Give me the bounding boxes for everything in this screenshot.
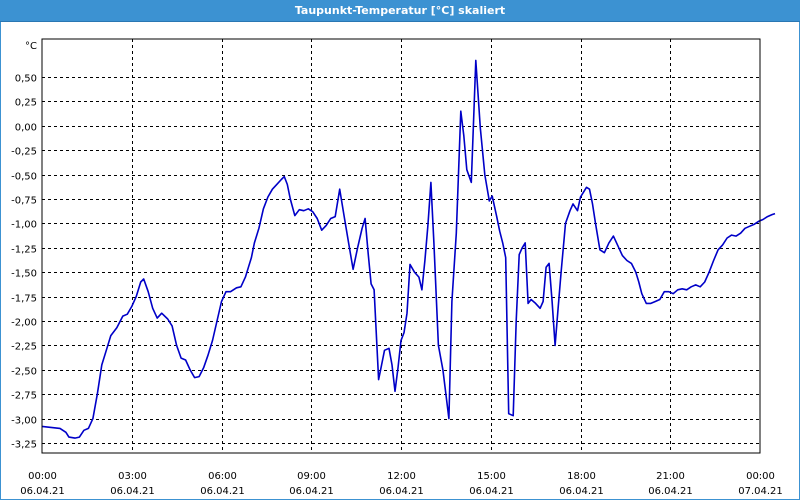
y-axis-ticks: 0,50 0,25 0,00 -0,25 -0,50 -0,75 -1,00 -1,25 -1,… bbox=[11, 74, 37, 451]
y-tick-label: -3,25 bbox=[11, 440, 37, 451]
x-tick-date-label: 06.04.21 bbox=[289, 486, 334, 497]
x-axis-ticks: 00:00 06.04.21 03:00 06.04.21 06:00 06.04.21 0… bbox=[20, 471, 783, 497]
x-tick-time-label: 06:00 bbox=[208, 471, 237, 482]
x-tick-date-label: 06.04.21 bbox=[200, 486, 245, 497]
series-line bbox=[41, 59, 776, 439]
y-tick-label: -0,25 bbox=[11, 147, 37, 158]
x-tick-time-label: 12:00 bbox=[387, 471, 416, 482]
y-tick-label: -0,75 bbox=[11, 196, 37, 207]
x-tick-date-label: 06.04.21 bbox=[469, 486, 514, 497]
window-title: Taupunkt-Temperatur [°C] skaliert bbox=[294, 4, 506, 17]
y-tick-label: -0,50 bbox=[11, 172, 37, 183]
x-tick-time-label: 21:00 bbox=[656, 471, 685, 482]
x-tick-time-label: 00:00 bbox=[746, 471, 775, 482]
window-titlebar: Taupunkt-Temperatur [°C] skaliert bbox=[0, 0, 800, 22]
x-tick-date-label: 06.04.21 bbox=[110, 486, 155, 497]
x-tick-date-label: 06.04.21 bbox=[559, 486, 604, 497]
y-tick-label: 0,25 bbox=[15, 98, 37, 109]
y-tick-label: -3,00 bbox=[11, 416, 37, 427]
y-axis-label: °C bbox=[25, 41, 37, 52]
y-tick-label: -1,25 bbox=[11, 245, 37, 256]
x-tick-date-label: 06.04.21 bbox=[648, 486, 693, 497]
x-tick-time-label: 09:00 bbox=[297, 471, 326, 482]
x-tick-date-label: 07.04.21 bbox=[738, 486, 783, 497]
y-tick-label: -2,50 bbox=[11, 367, 37, 378]
x-tick-time-label: 00:00 bbox=[28, 471, 57, 482]
y-tick-label: 0,00 bbox=[15, 123, 37, 134]
y-tick-label: 0,50 bbox=[15, 74, 37, 85]
chart-panel: °C 0,50 0,25 0,00 -0,25 -0,50 -0,75 -1,00 -1,25… bbox=[0, 22, 800, 500]
y-tick-label: -1,00 bbox=[11, 220, 37, 231]
series-group bbox=[41, 59, 776, 439]
x-tick-time-label: 18:00 bbox=[567, 471, 596, 482]
x-tick-date-label: 06.04.21 bbox=[20, 486, 65, 497]
y-tick-label: -2,00 bbox=[11, 318, 37, 329]
x-tick-date-label: 06.04.21 bbox=[379, 486, 424, 497]
y-tick-label: -1,50 bbox=[11, 269, 37, 280]
y-tick-label: -2,75 bbox=[11, 391, 37, 402]
x-tick-time-label: 03:00 bbox=[118, 471, 147, 482]
x-tick-time-label: 15:00 bbox=[477, 471, 506, 482]
plot-border bbox=[41, 38, 761, 454]
y-tick-label: -2,25 bbox=[11, 342, 37, 353]
y-tick-label: -1,75 bbox=[11, 294, 37, 305]
line-chart: °C 0,50 0,25 0,00 -0,25 -0,50 -0,75 -1,00 -1,25… bbox=[11, 38, 783, 497]
grid-lines bbox=[42, 39, 760, 453]
